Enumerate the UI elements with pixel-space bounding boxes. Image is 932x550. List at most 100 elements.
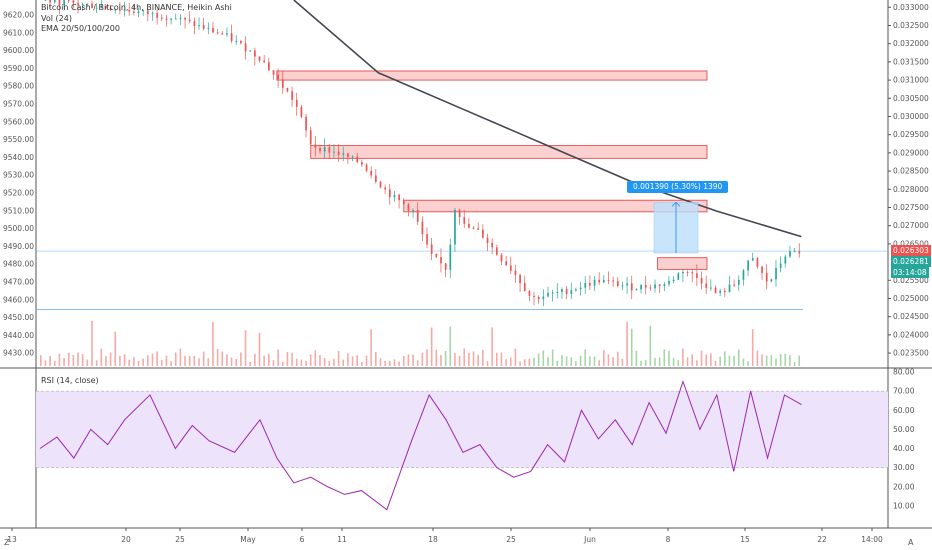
right-axis-tick: 0.024500 <box>893 312 929 321</box>
volume-bar <box>761 354 763 366</box>
candle-body <box>49 0 52 3</box>
candle-body <box>509 265 512 271</box>
volume-bar <box>240 352 242 366</box>
candle-body <box>347 153 349 157</box>
candle-body <box>719 290 722 293</box>
volume-bar <box>547 357 549 366</box>
candle-body <box>472 227 475 229</box>
rsi-band <box>36 391 888 468</box>
candle-body <box>356 156 359 163</box>
candle-body <box>798 251 801 254</box>
candle-body <box>267 62 270 71</box>
volume-indicator-label[interactable]: Vol (24) <box>41 13 72 23</box>
candle-body <box>151 13 154 15</box>
candle-body <box>328 147 331 153</box>
volume-bar <box>193 355 196 366</box>
candle-body <box>142 10 145 12</box>
candle-body <box>370 170 373 176</box>
volume-bar <box>305 360 307 366</box>
volume-bar <box>714 360 717 366</box>
volume-bar <box>398 361 400 366</box>
volume-bar <box>207 358 210 366</box>
right-axis-tick: 0.025500 <box>893 276 929 285</box>
candle-body <box>333 151 335 153</box>
candle-body <box>114 9 117 11</box>
previous-price-tag: 0.026281 <box>891 256 931 267</box>
candle-body <box>337 151 340 155</box>
volume-bar <box>221 351 224 366</box>
volume-bar <box>328 361 331 366</box>
candle-body <box>751 258 754 261</box>
rsi-indicator-label[interactable]: RSI (14, close) <box>41 376 99 385</box>
volume-bar <box>105 356 107 366</box>
volume-bar <box>658 357 661 366</box>
right-axis-tick: 0.027500 <box>893 203 929 212</box>
volume-bar <box>686 357 689 366</box>
candle-body <box>221 33 224 35</box>
volume-bar <box>53 360 56 366</box>
volume-bar <box>319 355 321 366</box>
volume-bar <box>137 360 140 366</box>
candle-body <box>174 18 177 20</box>
volume-bar <box>779 354 782 366</box>
time-axis-tick: 25 <box>175 535 185 544</box>
candle-body <box>258 56 261 61</box>
volume-bar <box>337 350 340 366</box>
rsi-axis-tick: 50.00 <box>893 425 915 434</box>
volume-bar <box>728 355 731 366</box>
volume-bar <box>147 355 149 366</box>
candle-body <box>128 9 131 12</box>
volume-bar <box>388 360 391 366</box>
volume-bar <box>426 349 428 366</box>
volume-bar <box>519 361 521 366</box>
candle-body <box>230 33 233 42</box>
left-axis-tick: 9560.00 <box>3 117 34 126</box>
candle-body <box>277 74 280 80</box>
candle-body <box>133 11 135 14</box>
candle-body <box>393 194 396 198</box>
volume-bar <box>491 327 493 366</box>
candle-body <box>793 251 796 253</box>
volume-bar <box>691 354 694 366</box>
candle-body <box>654 284 656 289</box>
candle-body <box>640 284 642 290</box>
candle-body <box>649 287 652 289</box>
left-axis-tick: 9620.00 <box>3 11 34 20</box>
volume-bar <box>440 355 442 366</box>
volume-bar <box>58 353 61 366</box>
symbol-title[interactable]: Bitcoin Cash / Bitcoin, 4h, BINANCE, Hei… <box>41 3 232 12</box>
rsi-axis-tick: 80.00 <box>893 368 915 377</box>
right-axis-tick: 0.033000 <box>893 3 929 12</box>
volume-bar <box>142 358 144 366</box>
right-axis-tick: 0.026500 <box>893 239 929 248</box>
volume-bar <box>375 351 377 366</box>
candle-body <box>81 3 84 5</box>
volume-bar <box>486 361 489 366</box>
left-axis-tick: 9480.00 <box>3 260 34 269</box>
auto-scale-button[interactable]: A <box>908 538 914 547</box>
candle-body <box>86 3 89 5</box>
candle-body <box>305 116 307 131</box>
volume-bar <box>668 350 670 366</box>
candle-body <box>723 290 726 293</box>
volume-bar <box>537 353 540 366</box>
volume-bar <box>114 331 117 366</box>
volume-bar <box>561 355 563 366</box>
volume-bar <box>63 358 65 366</box>
time-axis-tick: 20 <box>121 535 131 544</box>
left-axis-tick: 9550.00 <box>3 135 34 144</box>
candle-body <box>728 284 731 293</box>
candle-body <box>193 21 196 27</box>
candle-body <box>696 273 698 278</box>
ema-indicator-label[interactable]: EMA 20/50/100/200 <box>41 24 120 33</box>
volume-bar <box>309 354 312 366</box>
zoom-toggle-button[interactable]: Z <box>4 538 10 547</box>
rsi-axis-tick: 30.00 <box>893 463 915 472</box>
rsi-axis-tick: 10.00 <box>893 501 915 510</box>
volume-bar <box>626 321 628 366</box>
rsi-axis-tick: 40.00 <box>893 444 915 453</box>
candle-body <box>691 272 694 274</box>
candle-body <box>784 256 787 264</box>
candle-body <box>454 209 456 245</box>
